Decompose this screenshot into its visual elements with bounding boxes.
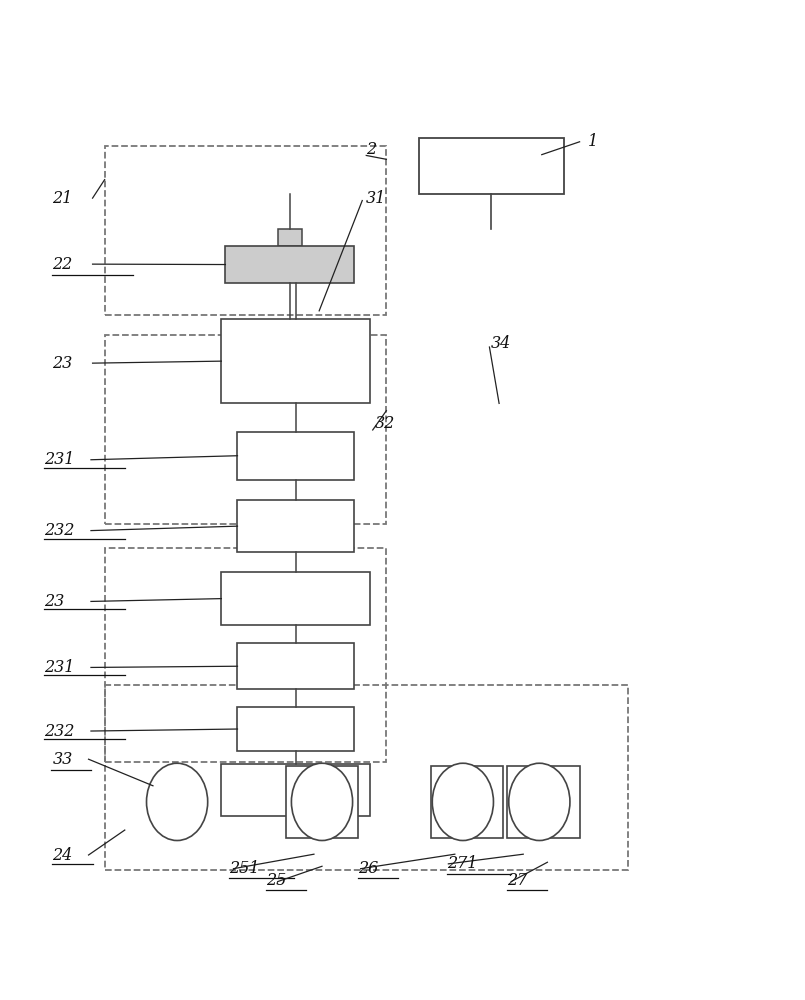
Text: 232: 232	[44, 723, 75, 740]
Bar	[237, 432, 354, 480]
Bar	[419, 138, 564, 194]
Text: 231: 231	[44, 451, 75, 468]
Bar	[237, 500, 354, 552]
Text: 24: 24	[52, 847, 72, 864]
Text: 251: 251	[229, 860, 260, 877]
Text: 25: 25	[266, 872, 286, 889]
Bar	[105, 548, 386, 762]
Text: 232: 232	[44, 522, 75, 539]
Bar	[105, 335, 386, 524]
Text: 32: 32	[374, 415, 394, 432]
Text: 21: 21	[52, 190, 72, 207]
Ellipse shape	[432, 763, 493, 841]
Bar	[278, 229, 302, 246]
Bar	[105, 685, 628, 870]
Text: 1: 1	[588, 133, 598, 150]
Text: 26: 26	[358, 860, 378, 877]
Text: 231: 231	[44, 659, 75, 676]
Text: 23: 23	[44, 593, 64, 610]
Text: 2: 2	[366, 141, 377, 158]
Text: 23: 23	[52, 355, 72, 372]
Bar	[507, 766, 580, 838]
Bar	[237, 707, 354, 751]
Bar	[221, 319, 370, 403]
Ellipse shape	[291, 763, 353, 841]
Bar	[221, 572, 370, 625]
Text: 34: 34	[491, 335, 511, 352]
Bar	[431, 766, 503, 838]
Ellipse shape	[509, 763, 570, 841]
Bar	[237, 643, 354, 689]
Bar	[221, 764, 370, 816]
Text: 22: 22	[52, 256, 72, 273]
Text: 271: 271	[447, 855, 477, 872]
Bar	[286, 766, 358, 838]
Text: 27: 27	[507, 872, 527, 889]
Ellipse shape	[147, 763, 208, 841]
Text: 33: 33	[52, 751, 72, 768]
Text: 31: 31	[366, 190, 386, 207]
Bar	[105, 146, 386, 315]
Bar	[225, 246, 354, 283]
